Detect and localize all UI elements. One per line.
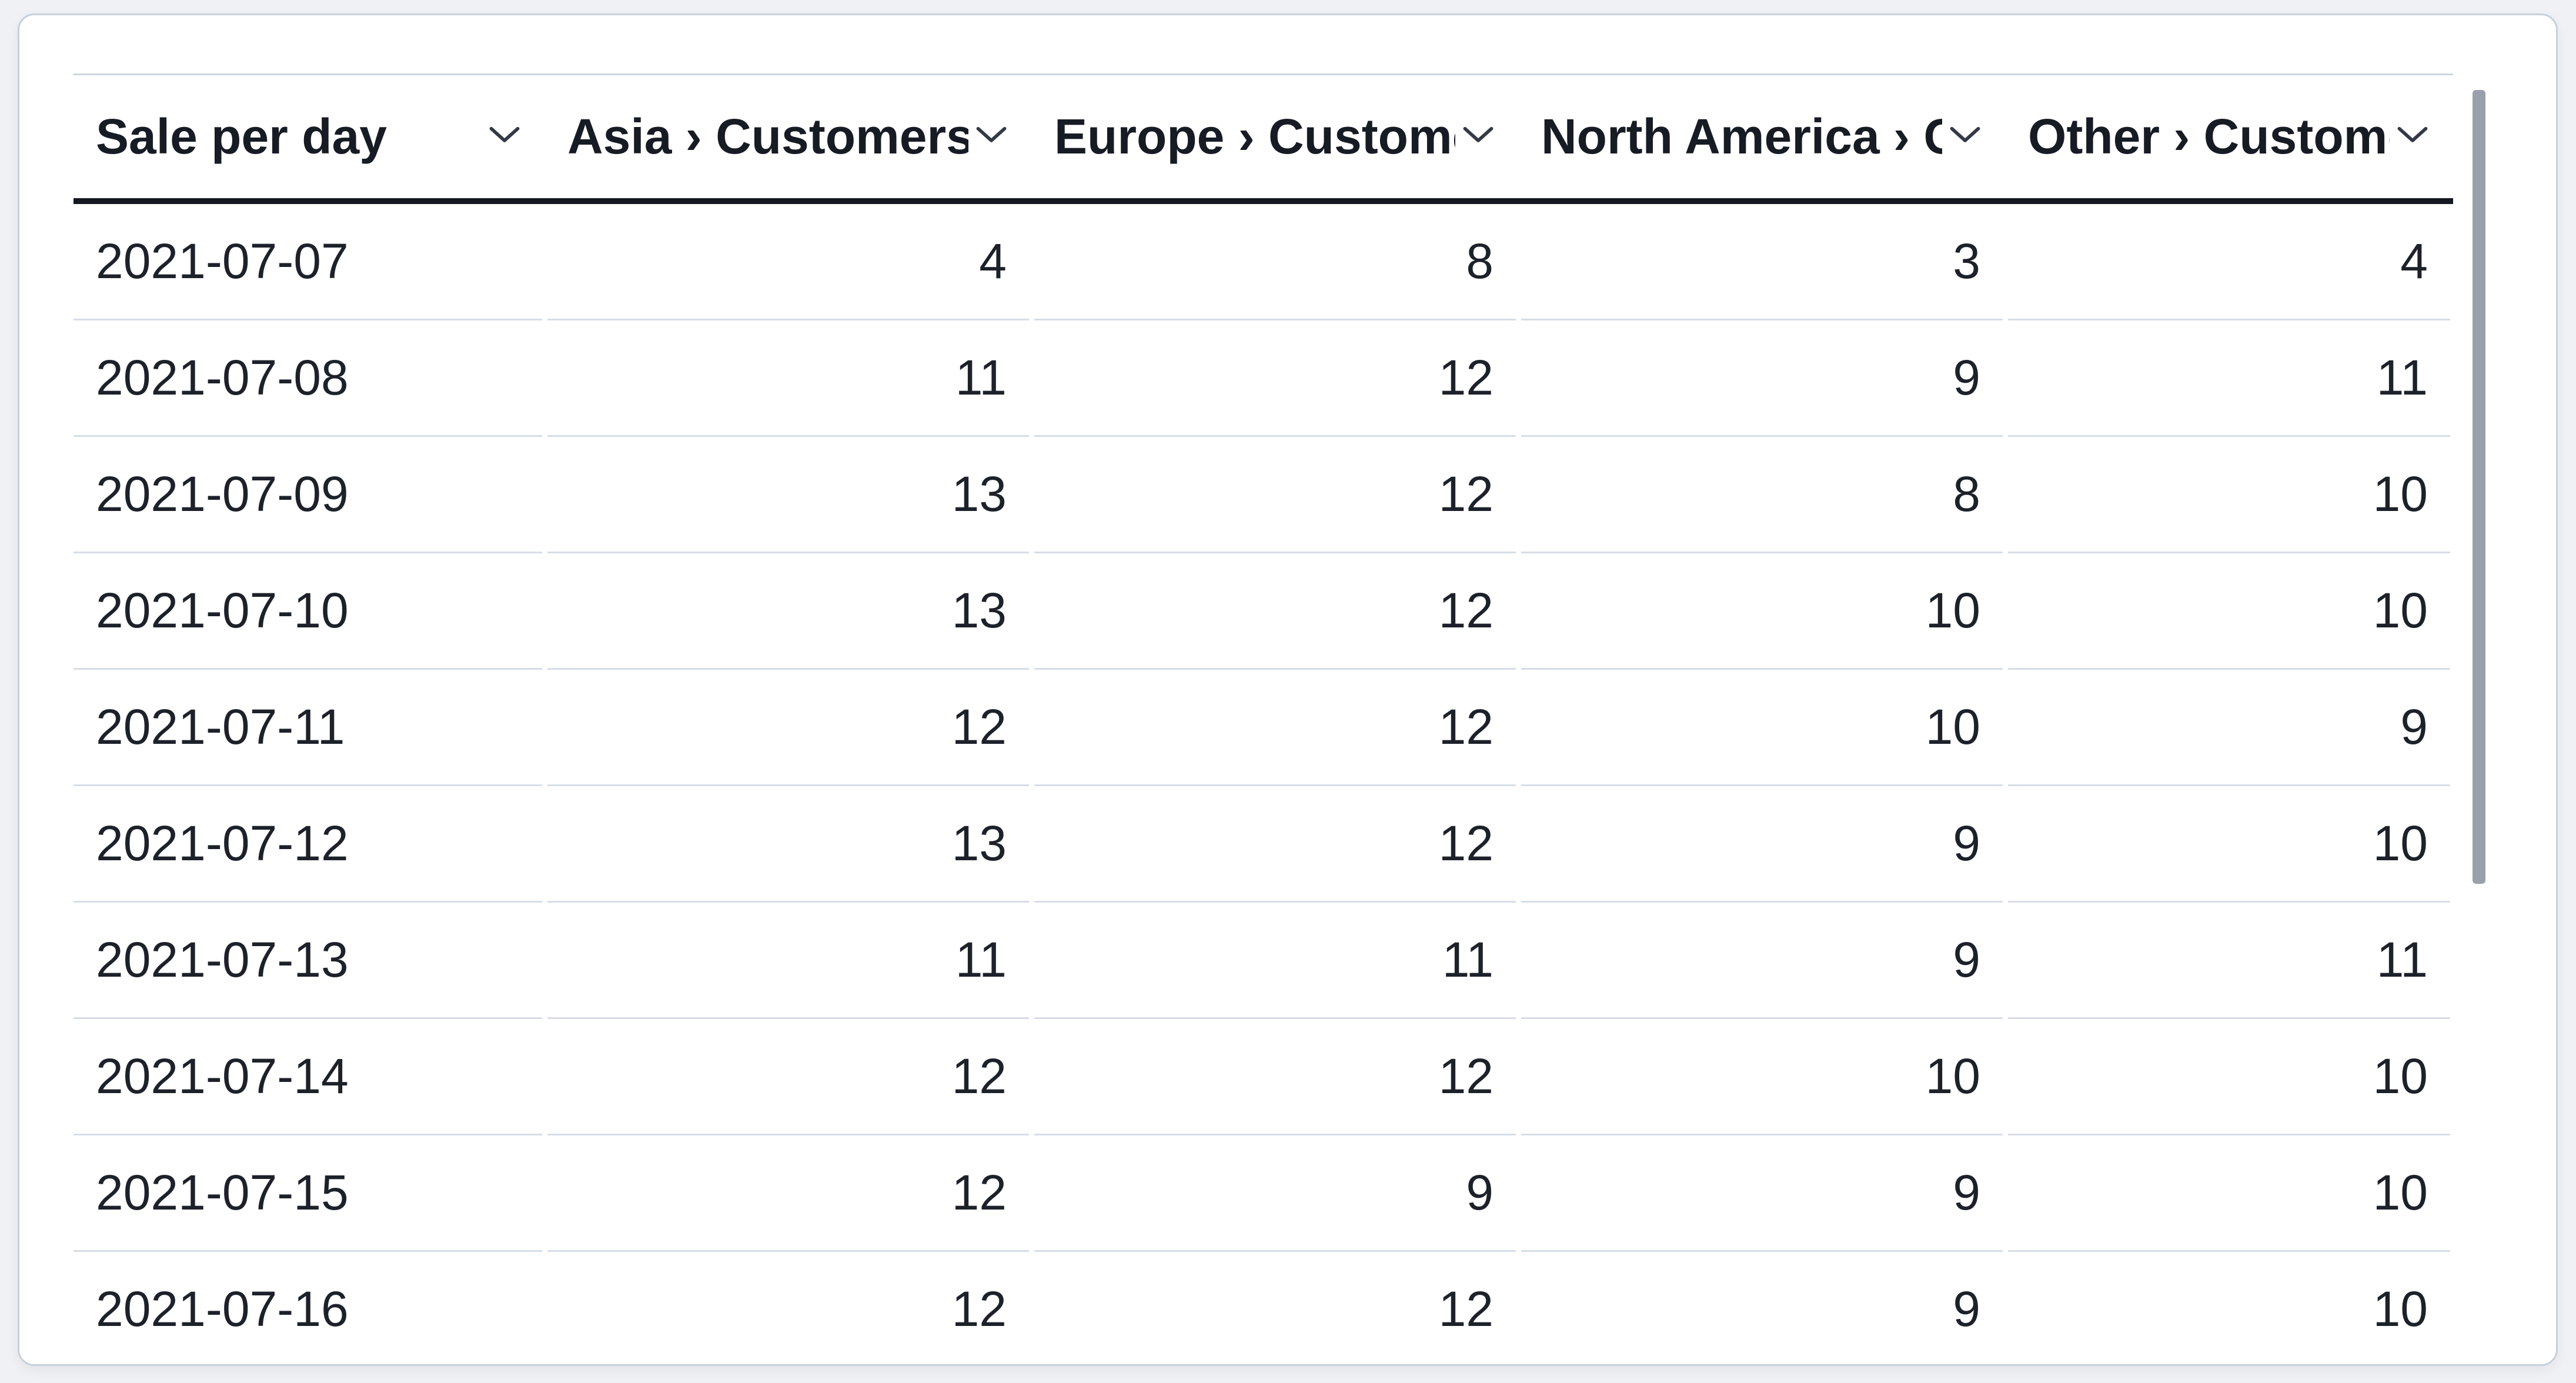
value-cell[interactable]: 11	[2008, 320, 2450, 437]
value-cell[interactable]: 10	[2008, 1252, 2450, 1364]
table-row: 2021-07-16 12 12 9 10	[73, 1252, 2453, 1364]
table-row: 2021-07-15 12 9 9 10	[73, 1135, 2453, 1252]
value-cell[interactable]: 12	[1034, 1252, 1516, 1364]
chevron-down-icon[interactable]	[975, 125, 1007, 148]
table-row: 2021-07-07 4 8 3 4	[73, 204, 2453, 320]
table-row: 2021-07-14 12 12 10 10	[73, 1019, 2453, 1135]
value-cell[interactable]: 11	[1034, 903, 1516, 1019]
column-header-other-customers[interactable]: Other › Customers	[2006, 75, 2453, 198]
value-cell[interactable]: 10	[1521, 553, 2003, 670]
value-cell[interactable]: 12	[1034, 1019, 1516, 1135]
value-cell[interactable]: 13	[547, 437, 1029, 553]
value-cell[interactable]: 12	[1034, 786, 1516, 903]
chevron-down-icon[interactable]	[1949, 125, 1981, 148]
column-header-label: Europe › Customers	[1054, 109, 1455, 164]
table-card: Sale per day Asia › Customers Europe › C…	[18, 14, 2558, 1366]
value-cell[interactable]: 12	[1034, 553, 1516, 670]
value-cell[interactable]: 12	[1034, 437, 1516, 553]
value-cell[interactable]: 8	[1521, 437, 2003, 553]
value-cell[interactable]: 10	[2008, 437, 2450, 553]
column-header-asia-customers[interactable]: Asia › Customers	[545, 75, 1032, 198]
date-cell[interactable]: 2021-07-12	[73, 786, 542, 903]
date-cell[interactable]: 2021-07-11	[73, 670, 542, 786]
value-cell[interactable]: 9	[1034, 1135, 1516, 1252]
table-row: 2021-07-12 13 12 9 10	[73, 786, 2453, 903]
value-cell[interactable]: 10	[2008, 553, 2450, 670]
column-header-label: Asia › Customers	[567, 109, 968, 164]
value-cell[interactable]: 12	[547, 1252, 1029, 1364]
value-cell[interactable]: 4	[2008, 204, 2450, 320]
value-cell[interactable]: 9	[1521, 1135, 2003, 1252]
date-cell[interactable]: 2021-07-14	[73, 1019, 542, 1135]
chevron-down-icon[interactable]	[1462, 125, 1494, 148]
value-cell[interactable]: 9	[1521, 903, 2003, 1019]
chevron-down-icon[interactable]	[489, 125, 520, 148]
value-cell[interactable]: 11	[2008, 903, 2450, 1019]
value-cell[interactable]: 10	[1521, 1019, 2003, 1135]
value-cell[interactable]: 3	[1521, 204, 2003, 320]
data-table: Sale per day Asia › Customers Europe › C…	[73, 74, 2453, 1364]
table-header-row: Sale per day Asia › Customers Europe › C…	[73, 74, 2453, 204]
value-cell[interactable]: 9	[1521, 320, 2003, 437]
date-cell[interactable]: 2021-07-16	[73, 1252, 542, 1364]
value-cell[interactable]: 10	[1521, 670, 2003, 786]
vertical-scrollbar-thumb[interactable]	[2473, 90, 2485, 884]
date-cell[interactable]: 2021-07-09	[73, 437, 542, 553]
value-cell[interactable]: 13	[547, 786, 1029, 903]
value-cell[interactable]: 4	[547, 204, 1029, 320]
value-cell[interactable]: 9	[1521, 1252, 2003, 1364]
value-cell[interactable]: 9	[1521, 786, 2003, 903]
table-row: 2021-07-09 13 12 8 10	[73, 437, 2453, 553]
column-header-label: Other › Customers	[2028, 109, 2390, 164]
value-cell[interactable]: 12	[1034, 670, 1516, 786]
table-row: 2021-07-08 11 12 9 11	[73, 320, 2453, 437]
column-header-label: North America › Customers	[1541, 109, 1942, 164]
table-row: 2021-07-11 12 12 10 9	[73, 670, 2453, 786]
chevron-down-icon[interactable]	[2397, 125, 2428, 148]
value-cell[interactable]: 12	[1034, 320, 1516, 437]
value-cell[interactable]: 12	[547, 1019, 1029, 1135]
date-cell[interactable]: 2021-07-08	[73, 320, 542, 437]
value-cell[interactable]: 11	[547, 903, 1029, 1019]
value-cell[interactable]: 8	[1034, 204, 1516, 320]
column-header-label: Sale per day	[96, 109, 387, 164]
value-cell[interactable]: 10	[2008, 1135, 2450, 1252]
column-header-europe-customers[interactable]: Europe › Customers	[1032, 75, 1519, 198]
column-header-north-america-customers[interactable]: North America › Customers	[1519, 75, 2006, 198]
value-cell[interactable]: 12	[547, 670, 1029, 786]
date-cell[interactable]: 2021-07-15	[73, 1135, 542, 1252]
value-cell[interactable]: 10	[2008, 1019, 2450, 1135]
value-cell[interactable]: 11	[547, 320, 1029, 437]
value-cell[interactable]: 10	[2008, 786, 2450, 903]
value-cell[interactable]: 9	[2008, 670, 2450, 786]
table-row: 2021-07-10 13 12 10 10	[73, 553, 2453, 670]
column-header-sale-per-day[interactable]: Sale per day	[73, 75, 545, 198]
date-cell[interactable]: 2021-07-07	[73, 204, 542, 320]
date-cell[interactable]: 2021-07-10	[73, 553, 542, 670]
table-body: 2021-07-07 4 8 3 4 2021-07-08 11 12 9 11 2021-07-0…	[73, 204, 2453, 1364]
table-row: 2021-07-13 11 11 9 11	[73, 903, 2453, 1019]
value-cell[interactable]: 13	[547, 553, 1029, 670]
date-cell[interactable]: 2021-07-13	[73, 903, 542, 1019]
value-cell[interactable]: 12	[547, 1135, 1029, 1252]
